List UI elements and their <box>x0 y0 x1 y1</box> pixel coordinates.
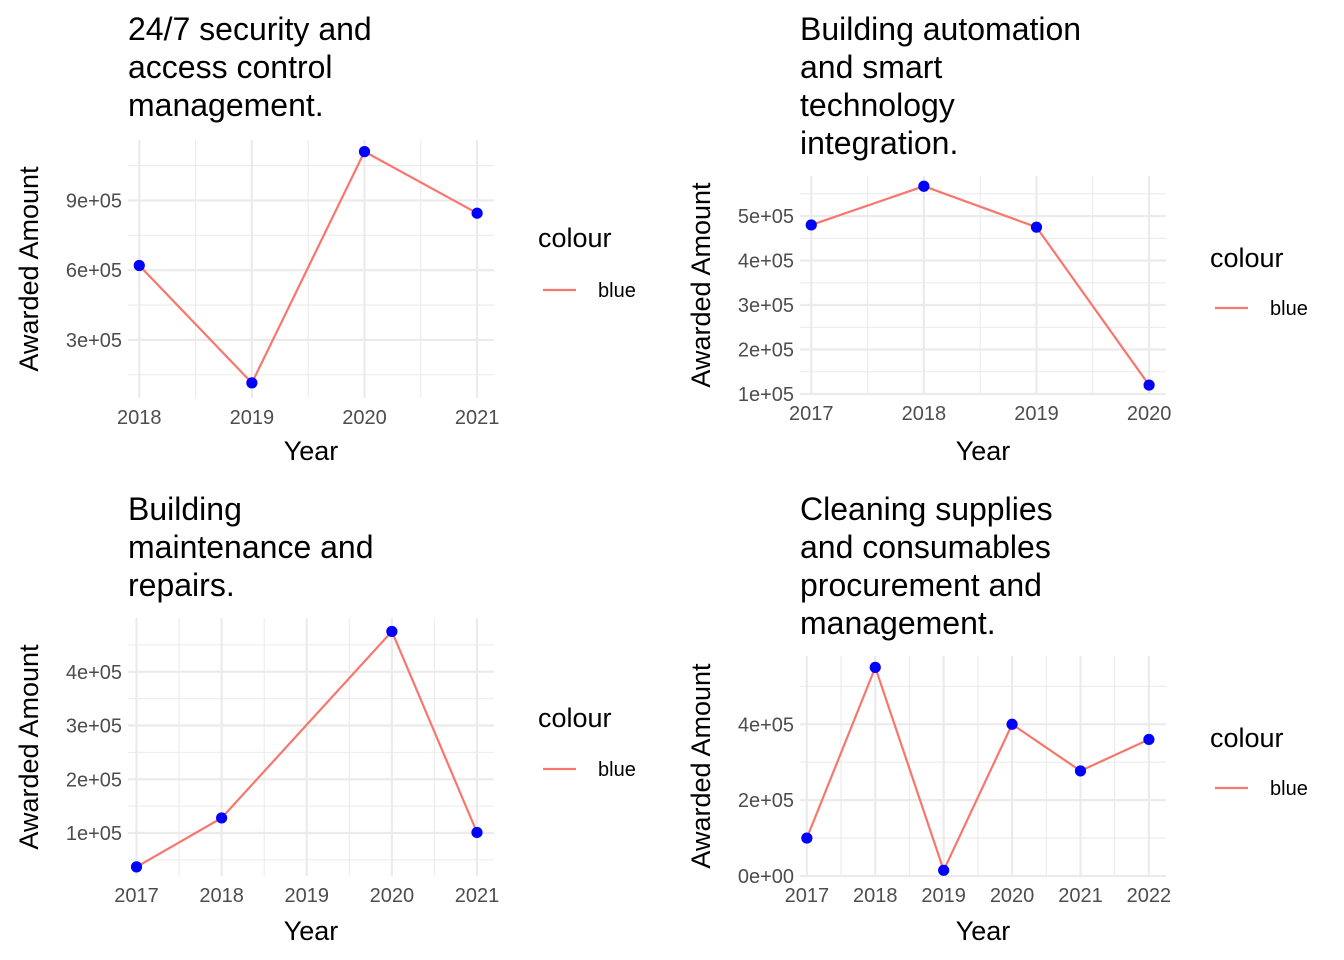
y-tick-label: 0e+00 <box>738 866 794 888</box>
chart-panel-4: 2017 2018 2019 2020 2021 2022 0e+00 2e+05 4e+05 C… <box>686 491 1308 946</box>
y-tick-label: 3e+05 <box>66 330 122 352</box>
x-tick-label: 2020 <box>990 885 1035 907</box>
data-point <box>805 219 817 231</box>
x-tick-label: 2019 <box>230 407 275 429</box>
x-axis-title: Year <box>284 436 339 466</box>
x-axis-title: Year <box>284 916 339 946</box>
data-point <box>133 259 145 272</box>
x-tick-label: 2018 <box>117 407 162 429</box>
legend-title: colour <box>1210 723 1284 753</box>
x-tick-label: 2020 <box>342 407 387 429</box>
y-axis-title: Awarded Amount <box>686 663 716 869</box>
x-tick-label: 2021 <box>1058 885 1103 907</box>
x-tick-label: 2018 <box>853 885 898 907</box>
y-axis-title: Awarded Amount <box>14 644 44 850</box>
x-tick-label: 2021 <box>455 885 500 907</box>
data-point <box>801 832 813 844</box>
data-point <box>1006 718 1018 730</box>
y-tick-label: 2e+05 <box>66 769 122 791</box>
y-tick-label: 4e+05 <box>738 251 794 273</box>
x-tick-label: 2017 <box>114 885 159 907</box>
y-tick-label: 3e+05 <box>738 295 794 317</box>
x-tick-label: 2018 <box>199 885 244 907</box>
x-tick-label: 2022 <box>1127 885 1172 907</box>
legend: colour blue <box>1210 723 1308 800</box>
y-axis-title: Awarded Amount <box>14 166 44 372</box>
series-line-blue <box>138 150 478 385</box>
legend: colour blue <box>538 703 636 781</box>
chart-panel-2: 2017 2018 2019 2020 1e+05 2e+05 3e+05 4e+05 5e+0… <box>686 11 1308 466</box>
y-axis-title: Awarded Amount <box>686 182 716 388</box>
series-line-blue <box>135 629 479 868</box>
data-point <box>1030 221 1043 233</box>
series-line-blue <box>810 185 1150 386</box>
x-tick-label: 2020 <box>1127 403 1172 425</box>
x-tick-label: 2019 <box>284 885 329 907</box>
legend-title: colour <box>538 223 612 253</box>
chart-panel-3: 2017 2018 2019 2020 2021 1e+05 2e+05 3e+05 4e+05… <box>14 491 636 946</box>
data-point <box>869 661 881 673</box>
x-tick-label: 2019 <box>1014 403 1059 425</box>
gridlines <box>800 656 1166 878</box>
gridlines <box>800 176 1166 396</box>
data-point <box>130 861 143 873</box>
data-point <box>471 826 483 839</box>
chart-title: 24/7 security and access control managemen… <box>128 11 372 123</box>
legend: colour blue <box>538 223 636 302</box>
data-point <box>246 377 258 389</box>
x-tick-label: 2020 <box>370 885 415 907</box>
y-tick-label: 3e+05 <box>66 716 122 738</box>
legend-label: blue <box>598 759 636 781</box>
legend-title: colour <box>538 703 612 733</box>
gridlines <box>128 618 494 876</box>
x-tick-label: 2017 <box>785 885 830 907</box>
series-line-blue <box>805 664 1150 874</box>
x-tick-label: 2018 <box>902 403 947 425</box>
y-tick-label: 1e+05 <box>738 384 794 406</box>
chart-panel-1: 2018 2019 2020 2021 3e+05 6e+05 9e+05 24/7 secu… <box>14 11 636 466</box>
data-point <box>386 625 398 638</box>
y-tick-label: 1e+05 <box>66 823 122 845</box>
data-point <box>918 180 930 192</box>
data-point <box>358 146 371 158</box>
x-axis-title: Year <box>956 436 1011 466</box>
y-tick-label: 2e+05 <box>738 790 794 812</box>
y-tick-label: 9e+05 <box>66 190 122 212</box>
chart-title: Building maintenance and repairs. <box>128 491 374 603</box>
legend-label: blue <box>1270 298 1308 320</box>
data-point <box>938 864 950 876</box>
data-point <box>1074 765 1087 777</box>
y-tick-label: 6e+05 <box>66 260 122 282</box>
x-tick-label: 2017 <box>789 403 834 425</box>
data-point <box>1143 733 1155 746</box>
legend: colour blue <box>1210 243 1308 320</box>
legend-label: blue <box>1270 778 1308 800</box>
y-tick-label: 5e+05 <box>738 206 794 228</box>
data-point <box>471 207 483 219</box>
gridlines <box>128 140 494 398</box>
data-point <box>216 812 228 824</box>
x-tick-label: 2021 <box>455 407 500 429</box>
y-tick-label: 2e+05 <box>738 340 794 362</box>
chart-title: Building automation and smart technology in… <box>800 11 1081 161</box>
y-tick-label: 4e+05 <box>738 714 794 736</box>
data-point <box>1143 379 1155 391</box>
x-axis-title: Year <box>956 916 1011 946</box>
chart-title: Cleaning supplies and consumables procurem… <box>800 491 1053 641</box>
y-tick-label: 4e+05 <box>66 662 122 684</box>
legend-title: colour <box>1210 243 1284 273</box>
x-tick-label: 2019 <box>921 885 966 907</box>
legend-label: blue <box>598 280 636 302</box>
